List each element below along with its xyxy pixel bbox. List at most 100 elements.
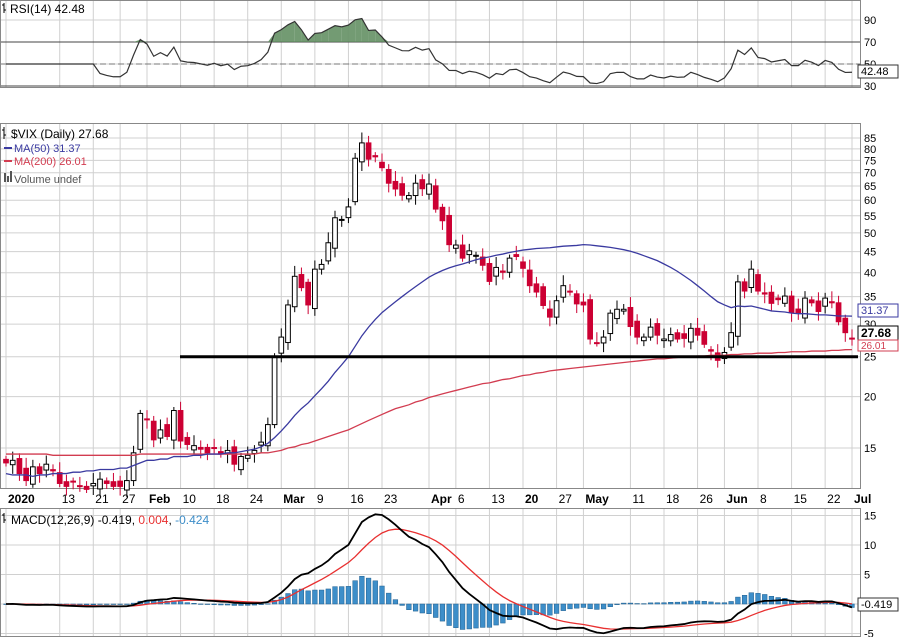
volume-icon <box>4 171 12 182</box>
macd-histogram-bar <box>735 596 741 605</box>
macd-histogram-bar <box>500 603 506 624</box>
macd-histogram-bar <box>829 602 835 605</box>
candle-down <box>761 292 768 295</box>
candle-up <box>735 281 741 337</box>
candle-down <box>741 281 748 292</box>
candle-down <box>768 291 775 304</box>
x-tick-label: 18 <box>666 492 680 506</box>
macd-histogram-bar <box>285 593 291 605</box>
price-tick-label: 25 <box>864 352 876 364</box>
candle-up <box>244 454 251 459</box>
candle-down <box>479 256 486 266</box>
macd-histogram-bar <box>654 602 660 605</box>
macd-tick-label: 5 <box>864 570 870 582</box>
candle-up <box>325 242 332 262</box>
price-panel <box>0 123 861 489</box>
candle-up <box>641 336 647 342</box>
price-series <box>3 132 858 498</box>
price-legend: $VIX (Daily) 27.68 MA(50) 31.37 MA(200) … <box>2 127 109 186</box>
macd-histogram-bar <box>359 575 365 605</box>
macd-histogram-bar <box>661 602 667 605</box>
candle-up <box>251 449 258 455</box>
candle-down <box>842 317 849 334</box>
macd-tick-label: 15 <box>864 511 876 523</box>
candle-down <box>379 161 385 169</box>
macd-title-prefix: MACD(12,26,9) <box>11 513 98 527</box>
macd-title-hist: -0.424 <box>175 513 209 527</box>
macd-histogram-bar <box>305 590 311 605</box>
price-tick-label: 85 <box>864 133 876 145</box>
x-tick-label: 13 <box>491 492 505 506</box>
macd-histogram-bar <box>392 599 399 605</box>
x-tick-label: 20 <box>525 492 539 506</box>
candle-up <box>453 244 459 249</box>
macd-histogram-bar <box>453 603 459 628</box>
candle-down <box>573 293 580 305</box>
candle-up <box>191 445 197 451</box>
candle-up <box>157 429 164 439</box>
macd-histogram-bar <box>439 603 446 622</box>
ma200-current-tag: 26.01 <box>861 341 886 352</box>
candle-up <box>312 268 318 310</box>
candle-down <box>103 480 110 484</box>
x-tick-label: 26 <box>700 492 714 506</box>
macd-histogram-bar <box>674 601 681 605</box>
x-tick-label: Mar <box>283 492 305 506</box>
candle-down <box>77 485 83 488</box>
candle-icon <box>2 513 6 523</box>
macd-histogram-bar <box>701 601 707 605</box>
candle-down <box>385 168 392 184</box>
price-tick-label: 45 <box>864 247 876 259</box>
candle-down <box>446 214 452 246</box>
macd-histogram-bar <box>312 589 318 605</box>
candle-down <box>70 480 76 483</box>
rsi-overbought-fill <box>133 39 141 42</box>
x-tick-label: 2020 <box>8 492 35 506</box>
macd-histogram-bar <box>459 603 466 630</box>
candle-up <box>607 312 614 335</box>
candle-down <box>56 472 63 484</box>
macd-histogram-bar <box>352 580 358 605</box>
x-tick-label: 27 <box>559 492 573 506</box>
macd-histogram-bar <box>117 603 123 605</box>
candle-up <box>667 334 674 342</box>
macd-histogram-bar <box>594 603 600 610</box>
rsi-series <box>6 17 853 85</box>
macd-histogram-bar <box>600 603 607 610</box>
macd-histogram-bar <box>231 603 237 606</box>
rsi-tick-label: 70 <box>864 37 876 49</box>
candle-up <box>265 424 271 447</box>
price-tick-label: 35 <box>864 292 876 304</box>
candle-up <box>258 441 264 446</box>
x-tick-label: 21 <box>95 492 109 506</box>
macd-histogram-bar <box>339 586 345 605</box>
macd-histogram-bar <box>104 603 110 605</box>
x-tick-label: 23 <box>384 492 398 506</box>
candle-down <box>211 447 217 450</box>
candle-up <box>124 480 130 491</box>
macd-histogram-bar <box>681 601 687 605</box>
candle-up <box>560 285 567 298</box>
macd-histogram-bar <box>191 603 197 605</box>
macd-histogram-bar <box>198 603 204 605</box>
macd-histogram-bar <box>177 601 184 605</box>
candle-up <box>748 268 755 289</box>
rsi-overbought-fill <box>341 25 349 42</box>
x-tick-label: 18 <box>216 492 230 506</box>
macd-line <box>5 513 853 635</box>
rsi-tick-label: 90 <box>864 15 876 27</box>
macd-histogram-bar <box>218 603 224 606</box>
candle-up <box>614 308 620 320</box>
candle-down <box>500 270 506 273</box>
price-tick-label: 15 <box>864 443 876 455</box>
macd-histogram-bar <box>365 577 372 605</box>
macd-panel <box>0 508 861 637</box>
macd-histogram-bar <box>587 603 593 610</box>
macd-histogram-bar <box>782 598 788 605</box>
macd-histogram-bar <box>238 603 244 606</box>
x-tick-label: Feb <box>149 492 170 506</box>
rsi-overbought-fill <box>335 25 342 42</box>
rsi-overbought-fill <box>368 30 376 42</box>
macd-histogram-bar <box>547 603 553 616</box>
